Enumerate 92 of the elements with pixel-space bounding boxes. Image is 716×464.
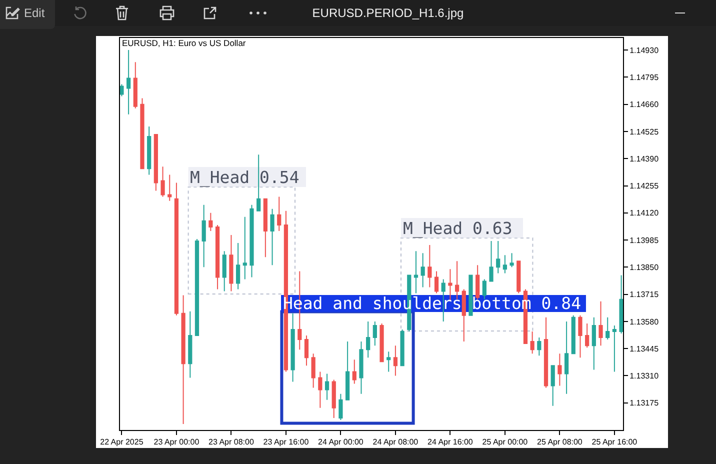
candlestick bbox=[516, 260, 521, 294]
annotation: M_Head 0.63 bbox=[403, 219, 512, 238]
candlestick bbox=[544, 316, 548, 388]
candlestick bbox=[598, 300, 603, 346]
candlestick bbox=[366, 320, 370, 358]
candlestick bbox=[502, 254, 508, 274]
candlestick bbox=[393, 345, 398, 376]
candlestick bbox=[420, 252, 425, 288]
candlestick bbox=[140, 98, 144, 170]
candlestick bbox=[386, 351, 391, 372]
x-tick-label: 24 Apr 16:00 bbox=[428, 438, 474, 447]
x-tick-label: 22 Apr 2025 bbox=[100, 438, 144, 447]
x-tick-label: 25 Apr 16:00 bbox=[592, 438, 638, 447]
candlestick bbox=[311, 353, 316, 388]
candlestick bbox=[612, 324, 616, 372]
candlestick bbox=[352, 359, 356, 384]
candlestick bbox=[414, 250, 418, 294]
candlestick bbox=[380, 322, 384, 362]
candlestick bbox=[188, 310, 192, 378]
candlestick bbox=[222, 250, 226, 292]
y-tick-label: 1.14255 bbox=[630, 182, 660, 191]
candlestick bbox=[578, 314, 582, 358]
candlestick bbox=[606, 316, 610, 340]
y-tick-label: 1.14795 bbox=[630, 73, 660, 82]
x-tick-label: 23 Apr 00:00 bbox=[154, 438, 200, 447]
button-label: Edit bbox=[24, 6, 45, 20]
candlestick bbox=[120, 84, 124, 97]
x-tick-label: 25 Apr 08:00 bbox=[537, 438, 583, 447]
candlestick bbox=[256, 154, 261, 212]
candlestick bbox=[160, 166, 165, 198]
candlestick bbox=[208, 212, 213, 232]
annotation: M_Head 0.54 bbox=[190, 168, 300, 187]
candlestick bbox=[324, 373, 330, 400]
candlestick bbox=[270, 208, 274, 266]
candlestick bbox=[250, 204, 254, 278]
candlestick bbox=[154, 134, 158, 192]
candlestick bbox=[332, 379, 336, 418]
x-tick-label: 24 Apr 00:00 bbox=[318, 438, 364, 447]
candlestick bbox=[168, 174, 172, 202]
candlestick bbox=[434, 270, 439, 294]
candlestick bbox=[338, 393, 343, 420]
x-tick-label: 24 Apr 08:00 bbox=[372, 438, 419, 447]
candlestick bbox=[304, 335, 309, 366]
candlestick bbox=[537, 337, 542, 356]
candlestick bbox=[585, 322, 590, 348]
y-tick-label: 1.14660 bbox=[630, 100, 660, 110]
candlestick bbox=[510, 252, 514, 268]
chart-title: EURUSD, H1: Euro vs US Dollar bbox=[122, 38, 246, 48]
y-tick-label: 1.14930 bbox=[630, 46, 660, 55]
candlestick bbox=[592, 316, 596, 370]
x-tick-label: 25 Apr 00:00 bbox=[482, 438, 528, 447]
candlestick bbox=[359, 341, 364, 394]
candlestick bbox=[236, 242, 240, 290]
candlestick bbox=[372, 320, 377, 346]
y-tick-label: 1.13715 bbox=[630, 290, 660, 300]
y-tick-label: 1.14390 bbox=[630, 154, 660, 164]
candlestick bbox=[564, 320, 569, 394]
y-tick-label: 1.13175 bbox=[630, 398, 660, 408]
candlestick bbox=[242, 216, 247, 280]
file-name: EURUSD.PERIOD_H1.6.jpg bbox=[312, 6, 464, 20]
candlestick bbox=[496, 240, 500, 274]
candlestick bbox=[489, 240, 494, 282]
candlestick bbox=[181, 294, 186, 424]
y-tick-label: 1.13850 bbox=[630, 262, 660, 272]
candlestick bbox=[571, 314, 576, 354]
candlestick bbox=[126, 50, 131, 115]
candlestick bbox=[147, 126, 152, 176]
y-tick-label: 1.13985 bbox=[630, 236, 660, 245]
candlestick bbox=[558, 353, 562, 386]
candlestick bbox=[194, 238, 200, 336]
candlestick bbox=[174, 182, 179, 316]
y-tick-label: 1.13580 bbox=[630, 317, 660, 326]
y-tick-label: 1.14120 bbox=[630, 208, 660, 218]
candlestick bbox=[428, 244, 432, 288]
candlestick bbox=[530, 331, 534, 354]
y-tick-label: 1.14525 bbox=[630, 127, 660, 136]
candlestick bbox=[550, 365, 555, 406]
x-tick-label: 23 Apr 08:00 bbox=[208, 438, 254, 447]
candlestick bbox=[263, 198, 268, 258]
candlestick bbox=[318, 371, 322, 408]
candlestick bbox=[345, 341, 350, 400]
candlestick bbox=[133, 62, 138, 109]
candlestick bbox=[215, 224, 220, 290]
candlestick bbox=[619, 274, 623, 334]
candlestick bbox=[277, 196, 282, 232]
candlestick bbox=[202, 204, 206, 268]
y-tick-label: 1.13445 bbox=[630, 344, 660, 354]
y-tick-label: 1.13310 bbox=[630, 372, 660, 381]
x-tick-label: 23 Apr 16:00 bbox=[263, 438, 310, 447]
candlestick bbox=[400, 328, 404, 366]
candlestick bbox=[229, 234, 234, 292]
candlestick bbox=[290, 312, 295, 382]
